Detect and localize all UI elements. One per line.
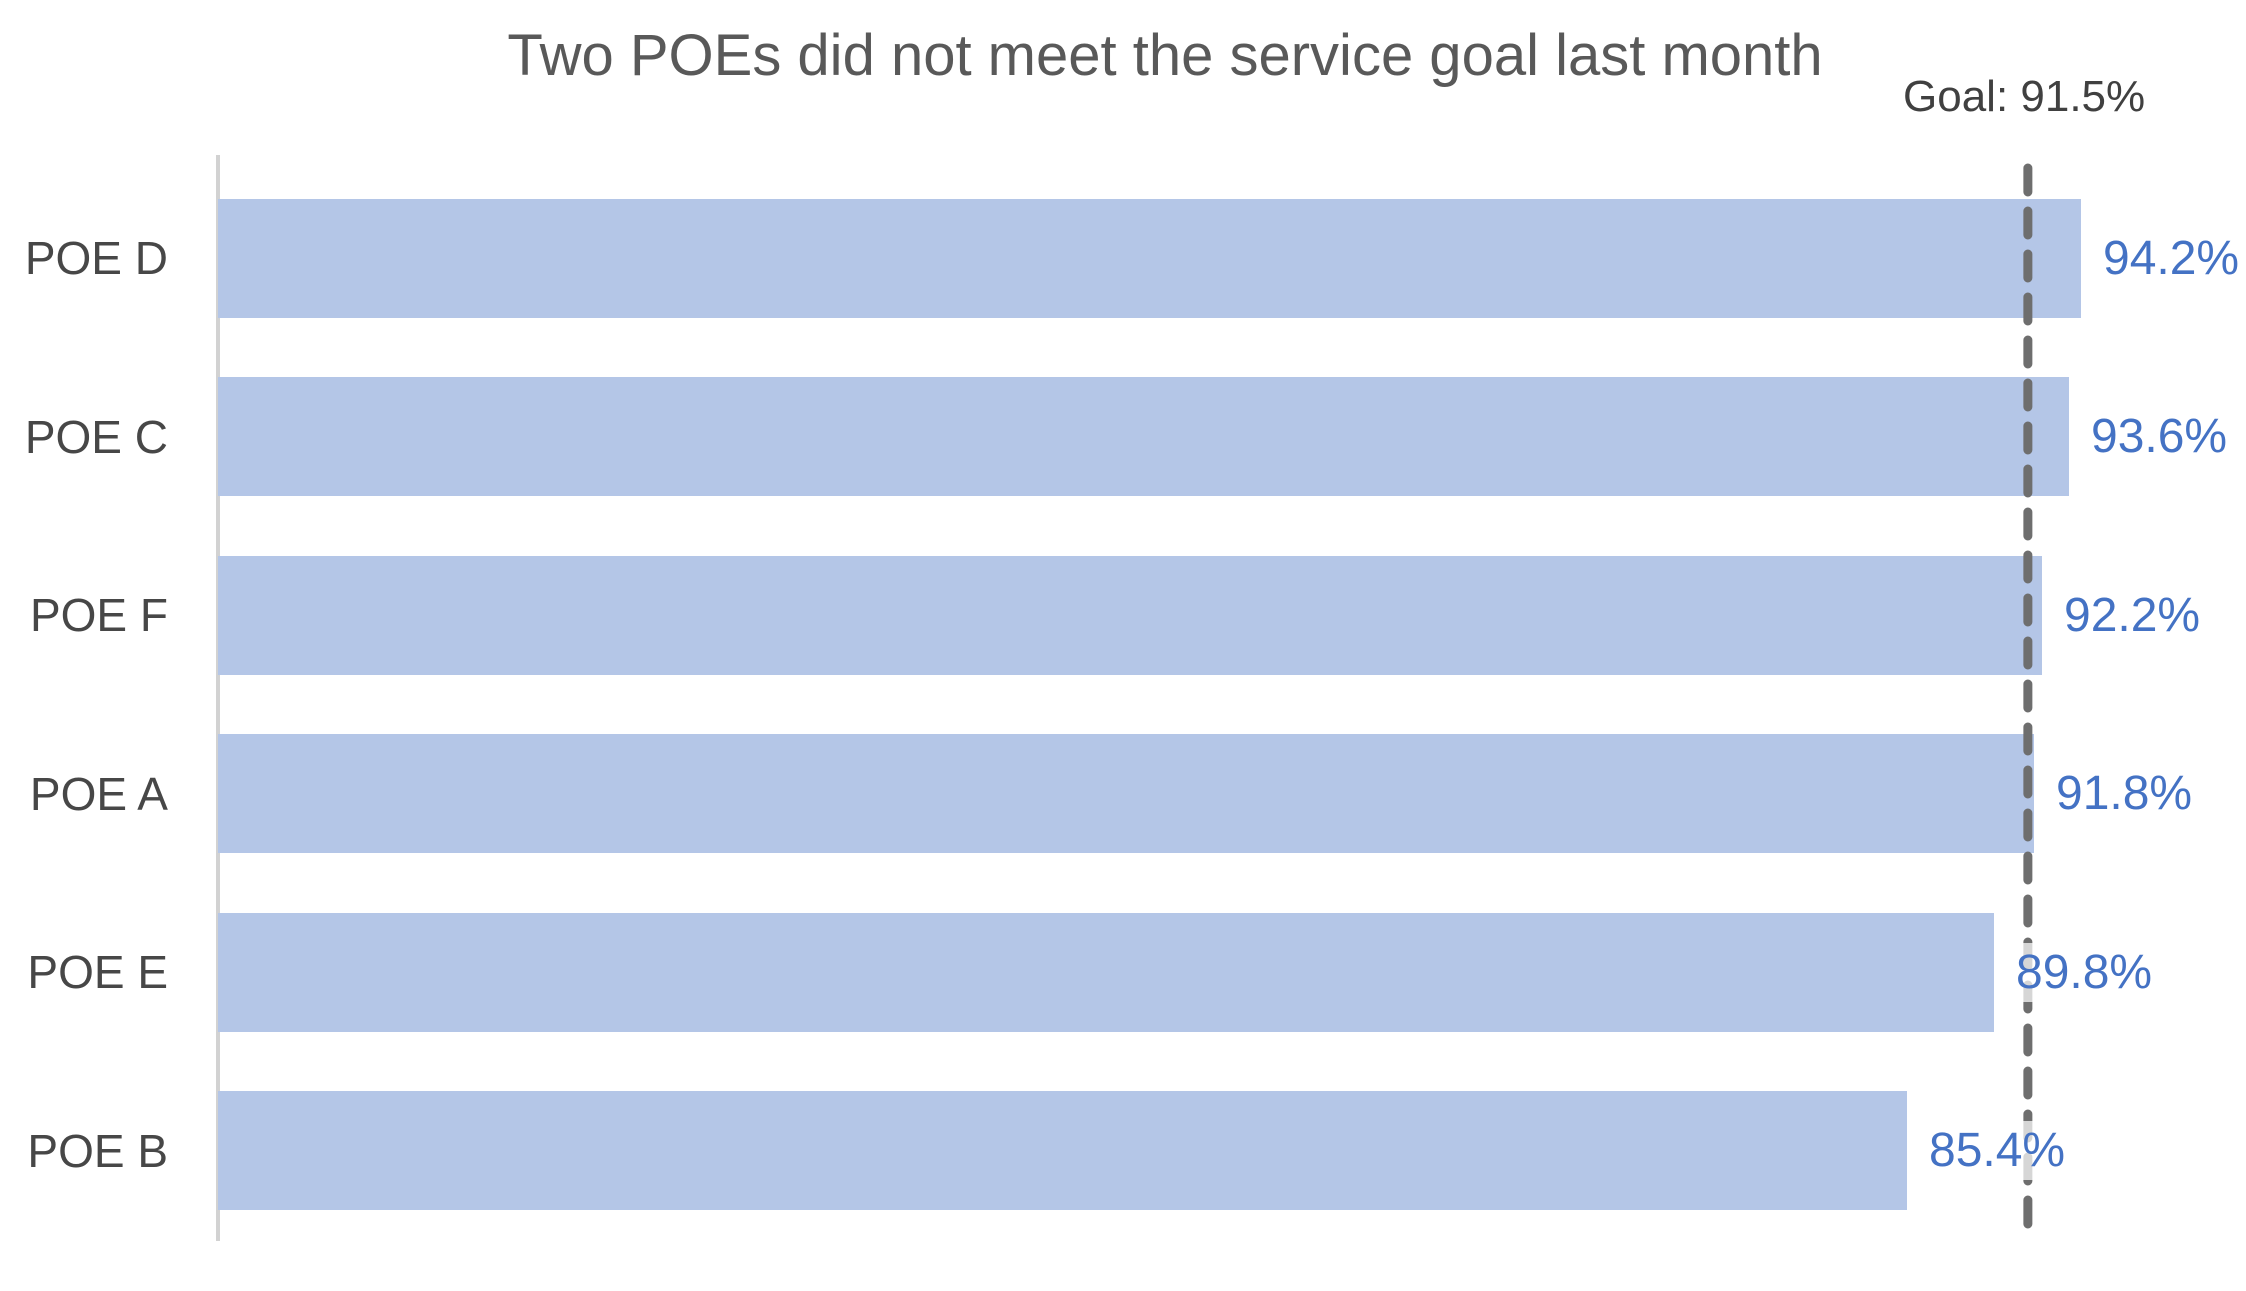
category-row: POE F: [0, 526, 168, 705]
value-label: 92.2%: [2060, 585, 2205, 645]
category-label: POE C: [24, 410, 168, 463]
category-row: POE C: [0, 348, 168, 527]
value-label: 93.6%: [2087, 407, 2232, 467]
category-label: POE D: [24, 232, 168, 285]
bar-row: 85.4%: [218, 1062, 2196, 1241]
y-axis-line: [216, 155, 220, 1241]
bar-poe-a: [218, 734, 2034, 854]
plot-area: 94.2% 93.6% 92.2% 91.8% 89.8% 85.4%: [218, 169, 2244, 1241]
value-label: 91.8%: [2052, 764, 2197, 824]
category-axis-labels: POE D POE C POE F POE A POE E POE B: [0, 169, 168, 1240]
bar-row: 91.8%: [218, 705, 2197, 884]
bar-row: 93.6%: [218, 348, 2232, 527]
bar-poe-c: [218, 377, 2069, 497]
category-row: POE B: [0, 1062, 168, 1241]
goal-line-label: Goal: 91.5%: [1903, 72, 2146, 121]
category-row: POE A: [0, 705, 168, 884]
value-label: 94.2%: [2099, 228, 2244, 288]
bar-row: 92.2%: [218, 526, 2205, 705]
category-label: POE E: [27, 946, 168, 999]
value-label: 85.4%: [1925, 1121, 2070, 1181]
category-label: POE F: [29, 589, 168, 642]
bar-poe-e: [218, 912, 1994, 1032]
value-label: 89.8%: [2012, 942, 2157, 1002]
bar-poe-b: [218, 1091, 1907, 1211]
chart-title: Two POEs did not meet the service goal l…: [507, 23, 1823, 88]
category-label: POE B: [27, 1124, 168, 1177]
bar-poe-f: [218, 555, 2042, 675]
bar-poe-d: [218, 198, 2081, 318]
bar-row: 89.8%: [218, 883, 2196, 1062]
category-label: POE A: [29, 767, 168, 820]
bar-row: 94.2%: [218, 169, 2244, 348]
category-row: POE D: [0, 169, 168, 348]
category-row: POE E: [0, 883, 168, 1062]
